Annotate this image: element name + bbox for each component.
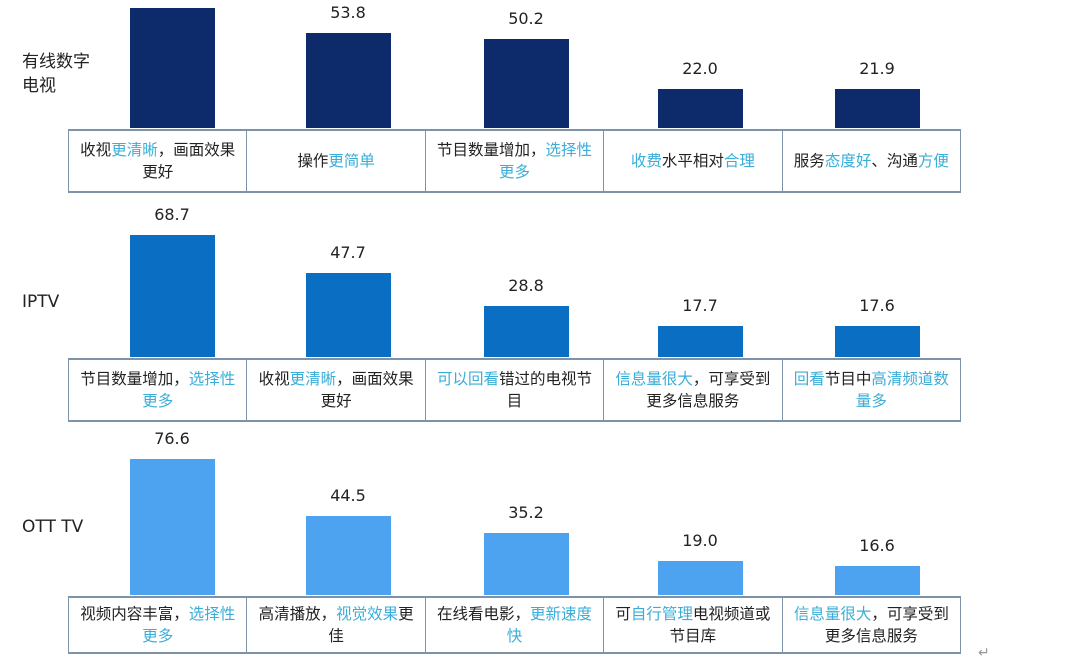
bar <box>306 32 391 128</box>
label-text: ，画面效果更好 <box>142 141 236 181</box>
category-label: 信息量很大，可享受到更多信息服务 <box>604 360 783 420</box>
label-text: 水平相对 <box>661 152 724 170</box>
highlight-text: 更新速度快 <box>506 605 593 645</box>
category-label: 节目数量增加，选择性更多 <box>69 360 248 420</box>
category-table: 节目数量增加，选择性更多 收视更清晰，画面效果更好 可以回看错过的电视节目 信息量很大… <box>68 358 962 422</box>
data-label: 21.9 <box>859 59 895 79</box>
highlight-text: 高清频道数量多 <box>855 370 949 410</box>
category-label: 收视更清晰，画面效果更好 <box>69 131 248 191</box>
bar <box>306 516 391 595</box>
label-text: 操作 <box>297 152 329 170</box>
label-text: 、沟通 <box>871 152 918 170</box>
highlight-text: 态度好 <box>824 152 872 170</box>
category-label: 在线看电影，更新速度快 <box>426 598 605 652</box>
label-text: 错过的电视节目 <box>499 370 593 410</box>
data-label: 17.6 <box>859 295 895 315</box>
label-text: 在线看电影， <box>437 605 531 623</box>
data-label: 53.8 <box>330 2 366 22</box>
category-table: 视频内容丰富，选择性更多 高清播放，视觉效果更佳 在线看电影，更新速度快 可自行管理电… <box>68 596 962 654</box>
category-label: 收费水平相对合理 <box>604 131 783 191</box>
bar <box>484 306 569 357</box>
label-text: 电视频道或节目库 <box>669 605 771 645</box>
highlight-text: 信息量很大 <box>793 605 872 623</box>
bar <box>130 235 215 357</box>
series-label: OTT TV <box>22 517 84 537</box>
category-label: 信息量很大，可享受到更多信息服务 <box>783 598 962 652</box>
category-label: 可以回看错过的电视节目 <box>426 360 605 420</box>
data-label: 22.0 <box>682 59 718 79</box>
bar <box>835 325 920 357</box>
highlight-text: 选择性更多 <box>142 370 236 410</box>
label-text: ，画面效果更好 <box>320 370 414 410</box>
highlight-text: 信息量很大 <box>615 370 693 388</box>
category-label: 操作更简单 <box>247 131 426 191</box>
data-label: 76.6 <box>154 429 190 449</box>
highlight-text: 更清晰 <box>289 370 337 388</box>
bar <box>306 272 391 357</box>
label-text: 服务 <box>793 152 825 170</box>
category-label: 视频内容丰富，选择性更多 <box>69 598 248 652</box>
data-label: 17.7 <box>682 295 718 315</box>
highlight-text: 更简单 <box>328 152 375 170</box>
label-text: 节目中 <box>824 370 872 388</box>
data-label: 44.5 <box>330 486 366 506</box>
category-label: 收视更清晰，画面效果更好 <box>247 360 426 420</box>
label-text: 更佳 <box>328 605 414 645</box>
data-label: 47.7 <box>330 242 366 262</box>
data-label: 50.2 <box>508 9 544 29</box>
category-label: 节目数量增加，选择性更多 <box>426 131 605 191</box>
label-text: 收视 <box>258 370 290 388</box>
label-text: 节目数量增加， <box>437 141 546 159</box>
label-text: 节目数量增加， <box>80 370 189 388</box>
highlight-text: 自行管理 <box>630 605 693 623</box>
series-label: 有线数字电视 <box>22 52 90 96</box>
bar <box>658 89 743 128</box>
highlight-text: 收费 <box>630 152 662 170</box>
highlight-text: 可以回看 <box>437 370 500 388</box>
bar <box>835 565 920 595</box>
label-text: 视频内容丰富， <box>80 605 189 623</box>
bar <box>130 459 215 595</box>
label-text: 可 <box>615 605 631 623</box>
category-label: 回看节目中高清频道数量多 <box>783 360 962 420</box>
category-label: 服务态度好、沟通方便 <box>783 131 962 191</box>
bar <box>835 89 920 128</box>
bar <box>484 39 569 128</box>
return-mark: ↵ <box>978 645 990 661</box>
data-label: 19.0 <box>682 531 718 551</box>
label-text: ，可享受到更多信息服务 <box>824 605 949 645</box>
bar <box>658 325 743 357</box>
bar <box>130 7 215 128</box>
category-label: 高清播放，视觉效果更佳 <box>247 598 426 652</box>
data-label: 16.6 <box>859 535 895 555</box>
data-label: 35.2 <box>508 502 544 522</box>
highlight-text: 更清晰 <box>111 141 158 159</box>
highlight-text: 方便 <box>917 152 949 170</box>
highlight-text: 回看 <box>793 370 825 388</box>
category-table: 收视更清晰，画面效果更好 操作更简单 节目数量增加，选择性更多 收费水平相对合理 服务态… <box>68 129 962 193</box>
bar <box>658 561 743 595</box>
data-label: 28.8 <box>508 276 544 296</box>
label-text: ，可享受到更多信息服务 <box>646 370 771 410</box>
highlight-text: 合理 <box>723 152 755 170</box>
highlight-text: 选择性更多 <box>499 141 593 181</box>
series-label: IPTV <box>22 292 60 312</box>
bar <box>484 532 569 595</box>
highlight-text: 视觉效果 <box>336 605 399 623</box>
label-text: 高清播放， <box>258 605 337 623</box>
highlight-text: 选择性更多 <box>142 605 236 645</box>
label-text: 收视 <box>80 141 112 159</box>
category-label: 可自行管理电视频道或节目库 <box>604 598 783 652</box>
data-label: 68.7 <box>154 205 190 225</box>
